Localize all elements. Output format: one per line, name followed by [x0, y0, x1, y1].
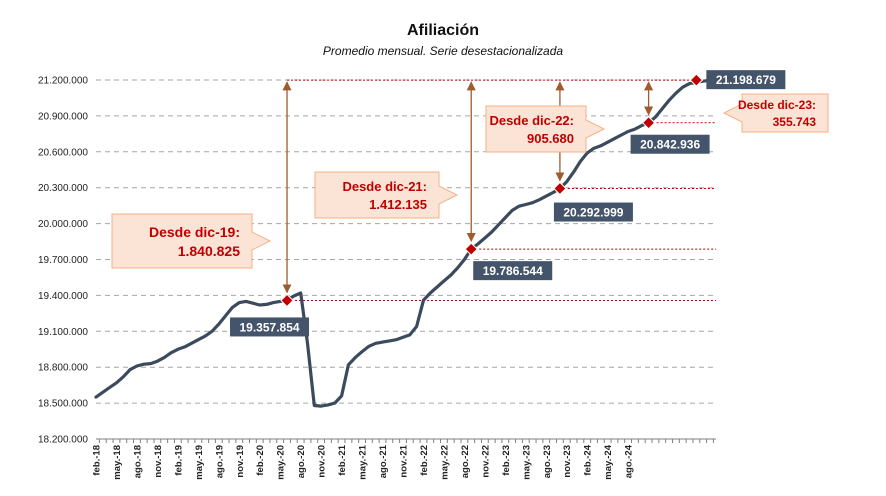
- x-tick-label: feb.-18: [92, 445, 103, 476]
- chart-title: Afiliación: [406, 22, 479, 39]
- value-label-box: [473, 261, 553, 281]
- highlight-markers: [280, 73, 704, 308]
- callout-box: [314, 171, 459, 219]
- callout-title: Desde dic-23:: [738, 98, 816, 112]
- series-line-group: [94, 78, 712, 408]
- y-tick-label: 18.200.000: [38, 435, 88, 446]
- highlight-marker: [641, 116, 656, 130]
- x-tick-label: may.-20: [276, 445, 287, 480]
- value-label-box: [630, 134, 710, 154]
- value-label: 20.842.936: [640, 138, 700, 152]
- x-tick-label: feb.-19: [173, 445, 184, 476]
- callout-box: [722, 93, 829, 133]
- y-tick-label: 19.400.000: [38, 291, 88, 302]
- x-tick-label: may.-19: [194, 445, 205, 480]
- highlight-marker: [553, 181, 567, 196]
- value-label: 19.786.544: [483, 264, 543, 278]
- y-tick-label: 20.600.000: [38, 147, 88, 158]
- x-tick-label: ago.-24: [624, 444, 635, 478]
- x-tick-label: nov.-19: [235, 445, 246, 478]
- x-tick-label: may.-18: [112, 445, 123, 480]
- callout-title: Desde dic-22:: [489, 113, 574, 128]
- x-tick-label: may.-23: [521, 445, 532, 480]
- callout-value: 1.412.135: [369, 197, 427, 212]
- y-tick-label: 20.300.000: [38, 183, 88, 194]
- x-tick-label: nov.-23: [562, 445, 573, 478]
- x-tick-label: feb.-22: [419, 445, 430, 476]
- x-tick-label: ago.-18: [132, 445, 143, 478]
- y-tick-label: 18.500.000: [38, 399, 88, 410]
- x-tick-label: feb.-21: [337, 444, 348, 475]
- callout-value: 355.743: [773, 115, 817, 129]
- value-label: 21.198.679: [716, 73, 776, 87]
- x-tick-label: may.-21: [358, 444, 369, 479]
- y-tick-label: 20.900.000: [38, 111, 88, 122]
- chart-subtitle: Promedio mensual. Serie desestacionaliza…: [322, 44, 564, 58]
- x-tick-label: nov.-18: [153, 445, 164, 478]
- x-tick-label: ago.-23: [542, 445, 553, 478]
- highlight-marker: [280, 293, 294, 308]
- x-tick-label: nov.-20: [317, 445, 328, 478]
- x-tick-label: feb.-20: [255, 445, 266, 476]
- callout-box: [111, 213, 272, 269]
- y-tick-label: 19.700.000: [38, 255, 88, 266]
- x-tick-label: ago.-19: [214, 445, 225, 478]
- x-tick-label: feb.-24: [583, 444, 594, 475]
- highlight-marker: [689, 73, 704, 87]
- series-line: [94, 78, 712, 408]
- x-tick-label: may.-24: [603, 444, 614, 479]
- y-tick-label: 21.200.000: [38, 76, 88, 87]
- x-axis: feb.-18 may.-18 ago.-18 nov.-18 feb.-19 may.-…: [92, 438, 716, 480]
- value-label: 20.292.999: [563, 206, 623, 220]
- value-label-box: [230, 317, 310, 337]
- reference-lines: [287, 79, 716, 301]
- callout-value: 1.840.825: [178, 243, 240, 259]
- x-tick-label: nov.-22: [480, 445, 491, 478]
- value-labels: 19.357.854 19.786.544 20.292.999 20.842.936…: [230, 70, 786, 337]
- callout-value: 905.680: [527, 131, 574, 146]
- x-tick-label: ago.-22: [460, 445, 471, 478]
- value-label: 19.357.854: [239, 320, 299, 334]
- y-tick-label: 18.800.000: [38, 363, 88, 374]
- y-tick-label: 19.100.000: [38, 327, 88, 338]
- callout-title: Desde dic-21:: [342, 179, 427, 194]
- value-label-box: [706, 70, 786, 90]
- y-axis-ticks: 18.200.000 18.500.000 18.800.000 19.100.000…: [38, 76, 88, 446]
- callout-box: [485, 105, 606, 153]
- x-tick-label: ago.-21: [378, 444, 389, 478]
- callouts: Desde dic-19: 1.840.825 Desde dic-21: 1.412…: [111, 93, 829, 269]
- y-tick-label: 20.000.000: [38, 219, 88, 230]
- x-tick-label: may.-22: [439, 445, 450, 480]
- highlight-marker: [464, 242, 478, 256]
- value-label-box: [553, 202, 633, 222]
- x-tick-label: nov.-21: [399, 444, 410, 477]
- x-tick-label: feb.-23: [501, 445, 512, 476]
- x-tick-label: ago.-20: [296, 445, 307, 478]
- callout-title: Desde dic-19:: [149, 224, 240, 240]
